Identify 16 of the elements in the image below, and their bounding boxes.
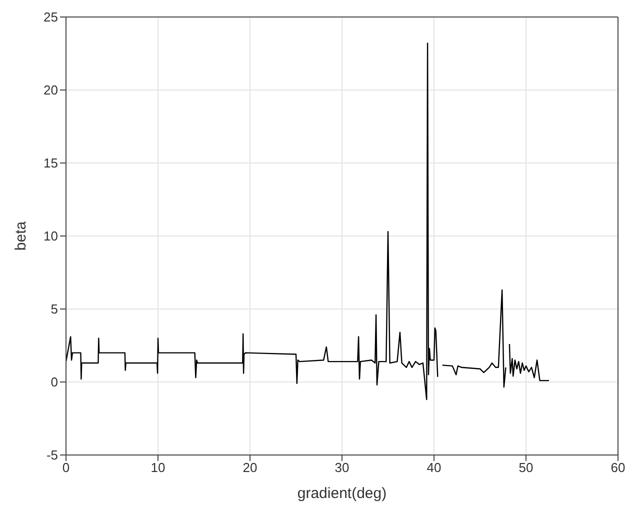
y-tick-label: 20 [44,82,58,98]
y-tick-label: 15 [44,156,58,171]
x-tick-label: 10 [150,460,166,476]
x-tick-label: 0 [62,460,70,476]
x-tick-label: 60 [610,460,626,476]
x-tick-label: 40 [426,460,442,476]
y-tick-label: -5 [46,448,58,463]
y-tick-label: 0 [50,374,58,390]
x-axis-title: gradient(deg) [297,485,387,502]
y-tick-label: 10 [44,228,58,244]
x-tick-label: 50 [518,460,534,476]
y-tick-label: 5 [50,302,58,317]
x-tick-label: 20 [242,460,258,476]
y-tick-label: 25 [44,10,58,25]
x-tick-label: 30 [334,460,350,476]
y-axis-title: beta [12,220,30,251]
